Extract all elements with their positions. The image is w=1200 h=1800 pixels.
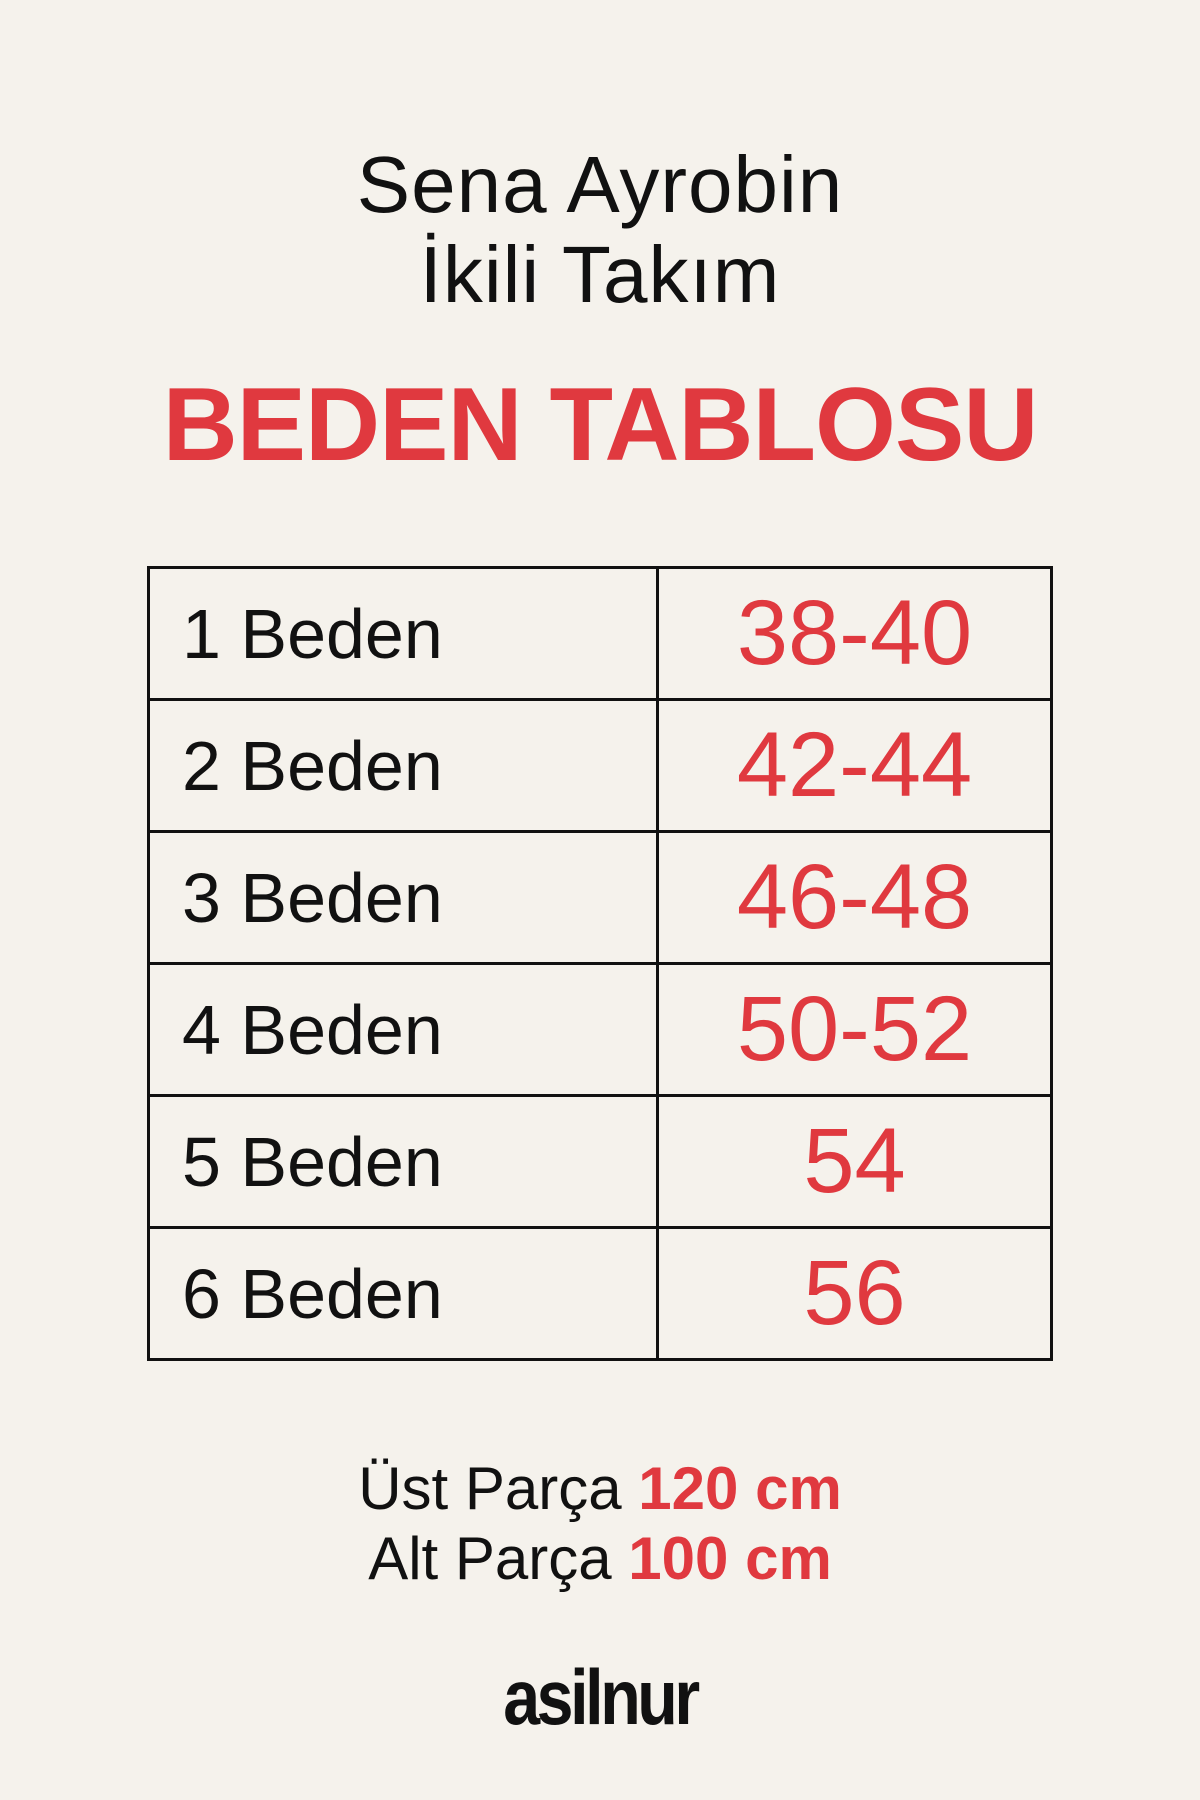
top-piece-length: Üst Parça 120 cm bbox=[0, 1455, 1200, 1523]
size-range: 46-48 bbox=[656, 830, 1053, 965]
size-label: 4 Beden bbox=[147, 962, 659, 1097]
size-range: 50-52 bbox=[656, 962, 1053, 1097]
size-table: 1 Beden 38-40 2 Beden 42-44 3 Beden 46-48 4 Be… bbox=[147, 566, 1053, 1361]
table-row: 4 Beden 50-52 bbox=[147, 962, 1053, 1097]
size-label: 1 Beden bbox=[147, 566, 659, 701]
top-piece-label: Üst Parça bbox=[358, 1455, 622, 1522]
page-title: BEDEN TABLOSU bbox=[162, 367, 1039, 483]
bottom-piece-length: Alt Parça 100 cm bbox=[0, 1525, 1200, 1593]
size-label: 3 Beden bbox=[147, 830, 659, 965]
size-range: 38-40 bbox=[656, 566, 1053, 701]
table-row: 2 Beden 42-44 bbox=[147, 698, 1053, 833]
size-range: 54 bbox=[656, 1094, 1053, 1229]
size-range: 56 bbox=[656, 1226, 1053, 1361]
table-row: 5 Beden 54 bbox=[147, 1094, 1053, 1229]
bottom-piece-label: Alt Parça bbox=[368, 1525, 612, 1592]
size-label: 6 Beden bbox=[147, 1226, 659, 1361]
product-name: Sena Ayrobin bbox=[356, 140, 844, 229]
brand-logo: asilnur bbox=[503, 1653, 700, 1741]
size-range: 42-44 bbox=[656, 698, 1053, 833]
table-row: 1 Beden 38-40 bbox=[147, 566, 1053, 701]
table-row: 6 Beden 56 bbox=[147, 1226, 1053, 1361]
size-label: 5 Beden bbox=[147, 1094, 659, 1229]
size-label: 2 Beden bbox=[147, 698, 659, 833]
product-subtitle: İkili Takım bbox=[419, 230, 781, 319]
bottom-piece-value: 100 cm bbox=[628, 1525, 832, 1592]
table-row: 3 Beden 46-48 bbox=[147, 830, 1053, 965]
top-piece-value: 120 cm bbox=[638, 1455, 842, 1522]
